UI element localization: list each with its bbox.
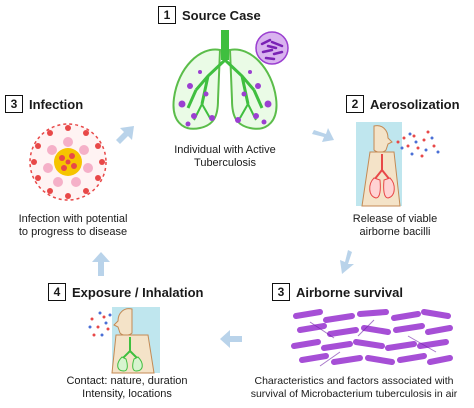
step-3-caption-line-1: Characteristics and factors associated w… <box>254 375 454 387</box>
step-4-title: Exposure / Inhalation <box>72 284 204 300</box>
step-5-caption: Infection with potential to progress to … <box>8 213 138 239</box>
inhaling-person-icon <box>88 307 160 374</box>
step-1-caption: Individual with Active Tuberculosis <box>165 144 285 170</box>
step-4-caption: Contact: nature, duration Intensity, loc… <box>52 375 202 401</box>
step-2-number: 2 <box>346 95 364 113</box>
step-3-caption-line-2: survival of Microbacterium tuberculosis … <box>250 388 458 400</box>
step-2-header: 2 Aerosolization <box>346 95 460 113</box>
step-1-caption-line-2: Tuberculosis <box>194 157 256 169</box>
cough-person-icon <box>356 122 440 207</box>
step-4-header: 4 Exposure / Inhalation <box>48 283 203 301</box>
bacteria-cluster-icon <box>255 31 289 65</box>
step-5-number: 3 <box>5 95 23 113</box>
step-3-title: Airborne survival <box>296 284 403 300</box>
step-4-caption-line-1: Contact: nature, duration <box>66 375 188 387</box>
arrow-2-to-3-icon <box>340 250 354 274</box>
step-3-number: 3 <box>272 283 290 301</box>
bacilli-field-icon <box>291 309 453 367</box>
step-2-title: Aerosolization <box>370 96 460 112</box>
step-2-caption-line-2: airborne bacilli <box>359 226 431 238</box>
lungs-icon <box>172 30 278 130</box>
arrow-4-to-5-icon <box>92 252 110 276</box>
step-5-caption-line-1: Infection with potential <box>18 213 128 225</box>
step-1-number: 1 <box>158 6 176 24</box>
step-3-caption: Characteristics and factors associated w… <box>236 375 472 401</box>
step-2-caption-line-1: Release of viable <box>352 213 438 225</box>
step-5-header: 3 Infection <box>5 95 83 113</box>
step-1-header: 1 Source Case <box>158 6 261 24</box>
arrow-3-to-4-icon <box>220 330 242 348</box>
step-5-title: Infection <box>29 96 84 112</box>
arrow-1-to-2-icon <box>312 128 334 142</box>
step-4-number: 4 <box>48 283 66 301</box>
step-1-title: Source Case <box>182 7 261 23</box>
arrow-5-to-1-icon <box>116 126 134 144</box>
infected-cell-icon <box>29 123 107 201</box>
step-2-caption: Release of viable airborne bacilli <box>340 213 450 239</box>
step-1-caption-line-1: Individual with Active <box>174 144 276 156</box>
step-4-caption-line-2: Intensity, locations <box>82 388 172 400</box>
step-3-header: 3 Airborne survival <box>272 283 403 301</box>
step-5-caption-line-2: to progress to disease <box>18 226 128 238</box>
